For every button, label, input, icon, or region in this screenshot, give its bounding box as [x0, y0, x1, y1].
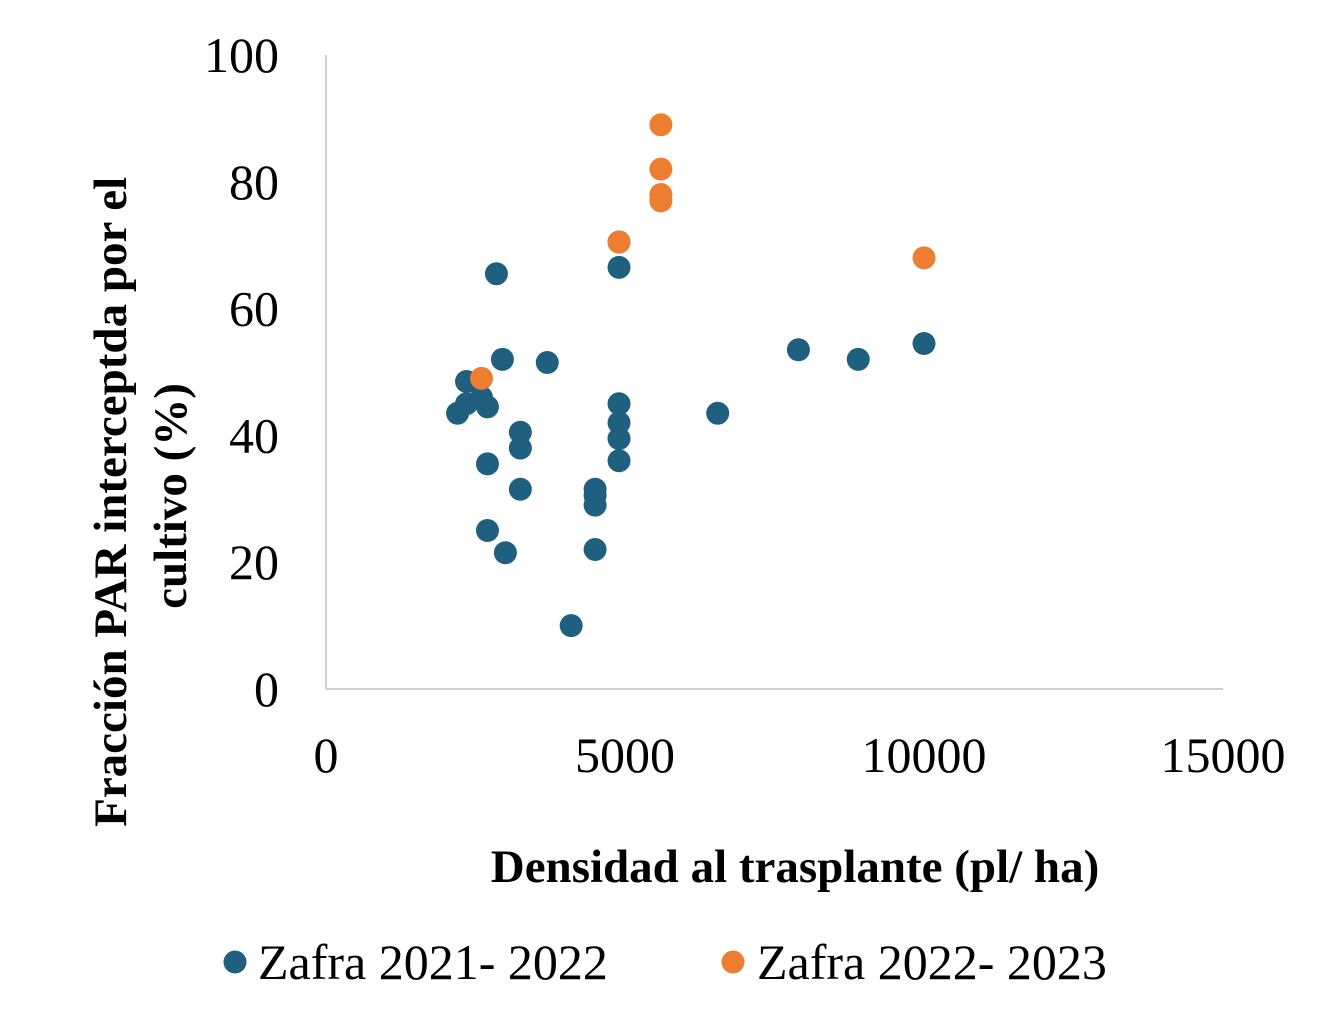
data-point-zafra-2021-2022 — [706, 401, 730, 425]
legend-label-zafra-2022-2023: Zafra 2022- 2023 — [757, 934, 1107, 990]
legend-label-zafra-2021-2022: Zafra 2021- 2022 — [258, 934, 608, 990]
y-tick-label: 40 — [229, 407, 279, 463]
legend-marker-zafra-2022-2023 — [721, 950, 745, 974]
data-point-zafra-2022-2023 — [649, 157, 673, 181]
data-point-zafra-2021-2022 — [607, 392, 631, 416]
y-tick-label: 80 — [229, 154, 279, 210]
y-tick-label: 0 — [254, 661, 279, 717]
y-axis-title-line-1: Fracción PAR interceptda por el — [85, 177, 137, 827]
data-point-zafra-2022-2023 — [469, 366, 493, 390]
data-point-zafra-2022-2023 — [649, 189, 673, 213]
x-tick-label: 10000 — [862, 727, 987, 783]
data-point-zafra-2021-2022 — [535, 350, 559, 374]
y-tick-labels: 0 20 40 60 80 100 — [204, 27, 279, 717]
data-points — [446, 113, 936, 638]
data-point-zafra-2021-2022 — [475, 519, 499, 542]
data-point-zafra-2021-2022 — [912, 331, 936, 355]
data-point-zafra-2021-2022 — [490, 347, 514, 371]
data-point-zafra-2021-2022 — [559, 614, 583, 638]
data-point-zafra-2021-2022 — [607, 427, 631, 451]
data-point-zafra-2021-2022 — [508, 477, 532, 501]
data-point-zafra-2021-2022 — [583, 538, 607, 562]
x-tick-label: 0 — [314, 727, 339, 783]
data-point-zafra-2021-2022 — [583, 493, 607, 517]
x-tick-label: 5000 — [575, 727, 675, 783]
data-point-zafra-2021-2022 — [846, 347, 870, 371]
y-tick-label: 100 — [204, 27, 279, 83]
data-point-zafra-2021-2022 — [508, 420, 532, 444]
x-tick-labels: 0 5000 10000 15000 — [314, 727, 1286, 783]
data-point-zafra-2022-2023 — [607, 230, 631, 254]
data-point-zafra-2021-2022 — [607, 411, 631, 435]
y-axis-title: Fracción PAR interceptda por el cultivo … — [85, 165, 197, 827]
y-axis-title-line-2: cultivo (%) — [145, 383, 197, 609]
data-point-zafra-2021-2022 — [508, 436, 532, 460]
x-tick-label: 15000 — [1161, 727, 1286, 783]
data-point-zafra-2022-2023 — [649, 113, 673, 137]
data-point-zafra-2022-2023 — [912, 246, 936, 270]
data-point-zafra-2021-2022 — [475, 452, 499, 476]
legend: Zafra 2021- 2022 Zafra 2022- 2023 — [223, 934, 1107, 990]
plot-area — [325, 55, 1223, 690]
data-point-zafra-2021-2022 — [484, 262, 508, 286]
legend-marker-zafra-2021-2022 — [223, 950, 247, 974]
data-point-zafra-2021-2022 — [475, 395, 499, 419]
data-point-zafra-2021-2022 — [607, 449, 631, 473]
x-axis-title: Densidad al trasplante (pl/ ha) — [491, 841, 1099, 893]
data-point-zafra-2021-2022 — [493, 541, 517, 565]
data-point-zafra-2021-2022 — [607, 255, 631, 279]
y-tick-label: 20 — [229, 534, 279, 590]
data-point-zafra-2021-2022 — [786, 338, 810, 362]
y-tick-label: 60 — [229, 281, 279, 337]
